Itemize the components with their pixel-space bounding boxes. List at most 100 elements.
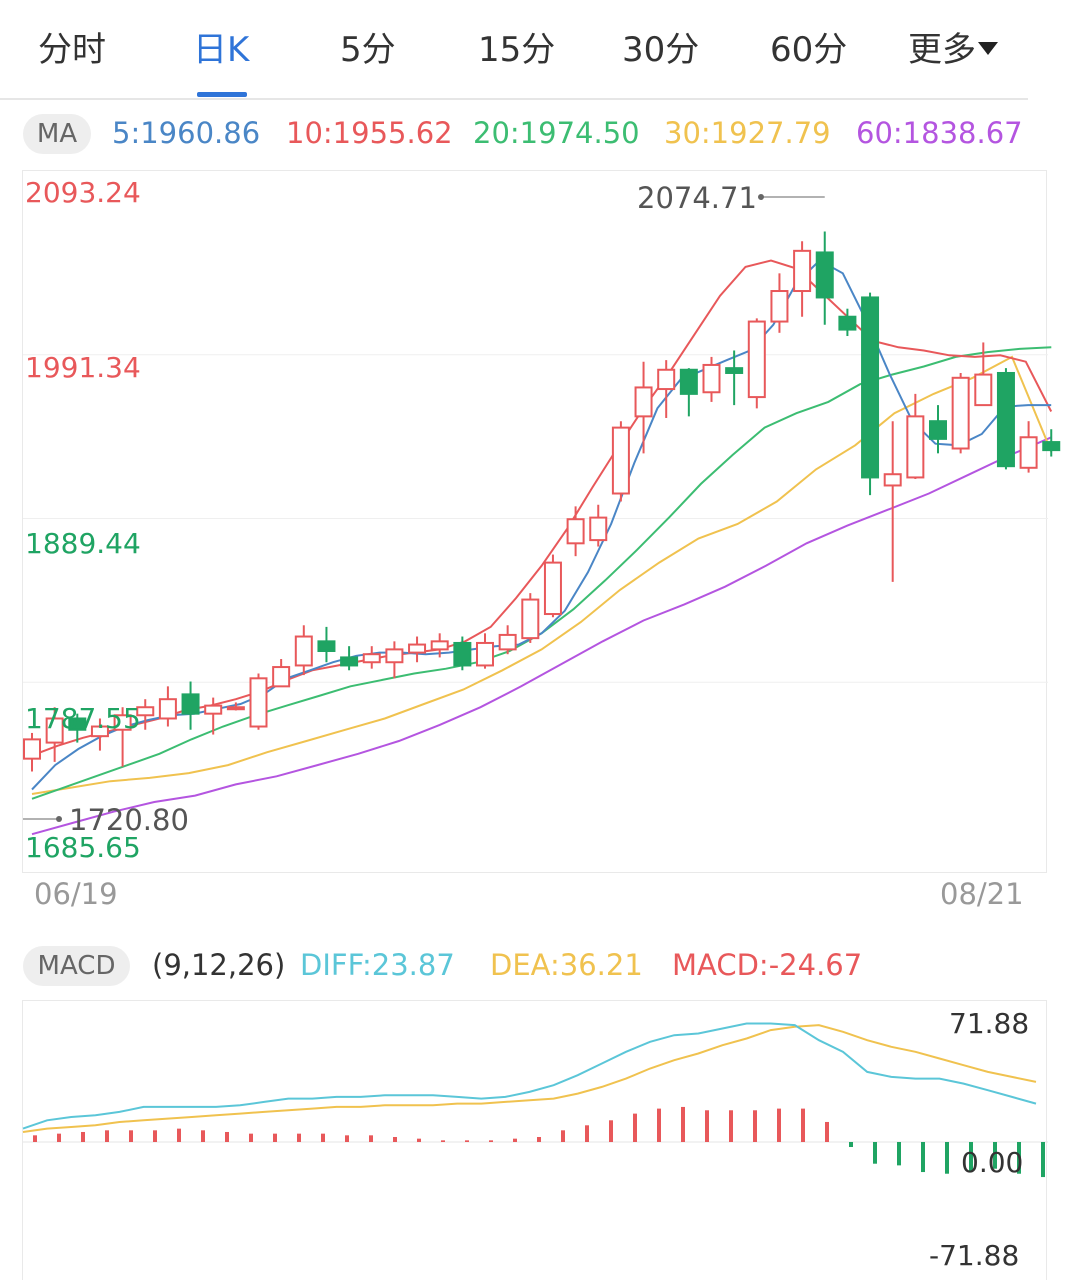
macd-histogram-bar [105, 1130, 109, 1142]
tab-30min[interactable]: 30分 [622, 30, 700, 70]
active-tab-indicator [197, 92, 247, 97]
tab-5min[interactable]: 5分 [340, 30, 396, 70]
candle-body-up [385, 648, 404, 664]
macd-histogram-bar [825, 1121, 829, 1142]
candle [996, 368, 1015, 470]
candle-body-down [838, 315, 857, 331]
macd-y-min: -71.88 [929, 1239, 1020, 1272]
candle-body-up [408, 643, 427, 654]
macd-histogram-bar [681, 1106, 685, 1142]
candle [679, 368, 698, 417]
diff-line [22, 1022, 1037, 1130]
candle [453, 636, 472, 671]
candle [929, 405, 947, 454]
candle-body-up [204, 704, 223, 715]
ma60-value: 60:1838.67 [856, 116, 1023, 150]
macd-histogram-bar [297, 1133, 301, 1142]
candle-body-up [702, 363, 721, 394]
candle-body-up [498, 633, 517, 651]
macd-histogram-bar [921, 1142, 925, 1173]
macd-svg [22, 1022, 1048, 1178]
candle [861, 292, 880, 496]
ma20-value: 20:1974.50 [473, 116, 640, 150]
y-tick-2: 1991.34 [25, 351, 141, 384]
candle-body-up [294, 635, 313, 667]
candle-body-up [226, 706, 245, 711]
ma-legend: MA 5:1960.86 10:1955.62 20:1974.50 30:19… [0, 114, 1070, 160]
candle-body-up [657, 368, 676, 391]
macd-histogram-bar [705, 1110, 709, 1142]
candle [543, 554, 562, 618]
tab-more[interactable]: 更多 [908, 22, 998, 71]
candle-body-down [1042, 441, 1061, 452]
candle-body-up [747, 320, 766, 399]
candle [385, 641, 404, 679]
dea-value: DEA:36.21 [490, 948, 643, 982]
candle [136, 699, 155, 730]
candle [815, 231, 834, 325]
low-marker-dot [56, 816, 62, 822]
macd-histogram-bar [225, 1131, 229, 1142]
macd-pill[interactable]: MACD [23, 946, 130, 986]
ma30-value: 30:1927.79 [664, 116, 831, 150]
candle-body-down [317, 640, 336, 652]
macd-histogram-bar [609, 1120, 613, 1142]
candle-body-up [521, 598, 540, 640]
macd-histogram-bar [177, 1128, 181, 1142]
macd-histogram-bar [153, 1130, 157, 1142]
candle-body-up [543, 561, 562, 616]
x-start-date: 06/19 [34, 877, 118, 911]
y-tick-3: 1889.44 [25, 527, 141, 560]
candle [23, 732, 41, 772]
ma-pill[interactable]: MA [23, 114, 91, 154]
candle-body-up [566, 518, 585, 545]
candle-body-down [453, 641, 472, 667]
candle [906, 393, 925, 480]
candle [838, 308, 857, 337]
candle [226, 702, 245, 711]
macd-histogram-bar [81, 1131, 85, 1142]
macd-histogram-bar [249, 1133, 253, 1142]
macd-histogram-bar [393, 1136, 397, 1142]
macd-histogram-bar [465, 1140, 469, 1142]
candle [158, 686, 177, 727]
candle [317, 626, 336, 663]
macd-chart[interactable]: 71.88 0.00 -71.88 [22, 1000, 1048, 1280]
candle-body-up [272, 666, 291, 688]
candle-body-down [996, 371, 1015, 468]
macd-histogram-bar [441, 1140, 445, 1142]
candle-body-up [770, 290, 789, 323]
tab-timeshare[interactable]: 分时 [38, 30, 106, 70]
candle [181, 681, 200, 730]
ma10-line [31, 259, 1053, 757]
macd-histogram-bar [369, 1135, 373, 1142]
macd-histogram-bar [321, 1133, 325, 1142]
macd-histogram-bar [489, 1140, 493, 1142]
macd-params: (9,12,26) [152, 948, 286, 982]
candle [408, 636, 427, 663]
macd-histogram-bar [561, 1130, 565, 1142]
candle [566, 506, 585, 557]
macd-histogram-bar [633, 1113, 637, 1142]
macd-histogram-bar [873, 1142, 877, 1164]
tab-15min[interactable]: 15分 [478, 30, 556, 70]
macd-histogram-bar [129, 1130, 133, 1142]
tab-60min[interactable]: 60分 [770, 30, 848, 70]
high-annotation: 2074.71 [637, 181, 757, 215]
candle-body-up [951, 376, 970, 450]
candle-body-down [725, 367, 744, 374]
candlestick-svg [23, 194, 1061, 836]
macd-histogram-bar [777, 1108, 781, 1142]
candle [747, 318, 766, 409]
candle [634, 361, 653, 454]
tab-daily-k[interactable]: 日K [193, 30, 250, 70]
macd-histogram-bar [897, 1142, 901, 1166]
ma10-value: 10:1955.62 [286, 116, 453, 150]
candle-body-up [476, 641, 494, 667]
candle-body-down [181, 693, 200, 715]
candle-body-up [249, 677, 268, 728]
candle-body-up [113, 714, 132, 731]
candlestick-chart[interactable]: 2093.24 1991.34 1889.44 1787.55 1685.65 … [22, 170, 1061, 873]
macd-histogram-bar [729, 1110, 733, 1142]
high-marker-dot [758, 194, 764, 200]
